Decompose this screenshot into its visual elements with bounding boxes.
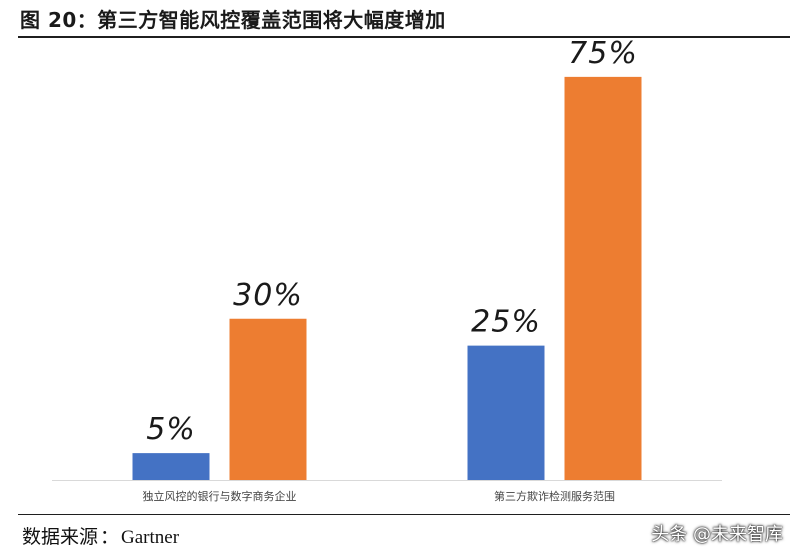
title-divider bbox=[18, 36, 790, 38]
data-label-1-0: 25% bbox=[471, 305, 541, 340]
source-colon: ： bbox=[100, 527, 120, 548]
watermark: 头条 @未来智库 bbox=[651, 524, 783, 545]
data-label-0-1: 30% bbox=[233, 278, 303, 313]
category-label-0: 独立风控的银行与数字商务企业 bbox=[143, 489, 297, 503]
source-value: Gartner bbox=[121, 527, 180, 548]
bar-1-1 bbox=[564, 76, 642, 480]
bar-0-1 bbox=[229, 318, 307, 480]
category-label-1: 第三方欺诈检测服务范围 bbox=[494, 489, 615, 503]
source-divider bbox=[18, 514, 790, 515]
data-label-0-0: 5% bbox=[146, 412, 196, 447]
bar-0-0 bbox=[132, 453, 210, 480]
bar-1-0 bbox=[467, 345, 545, 480]
source-label: 数据来源 bbox=[22, 527, 99, 548]
figure-title: 图 20：第三方智能风控覆盖范围将大幅度增加 bbox=[20, 8, 446, 32]
source-line: 数据来源： Gartner bbox=[22, 522, 179, 549]
data-label-1-1: 75% bbox=[568, 36, 638, 71]
